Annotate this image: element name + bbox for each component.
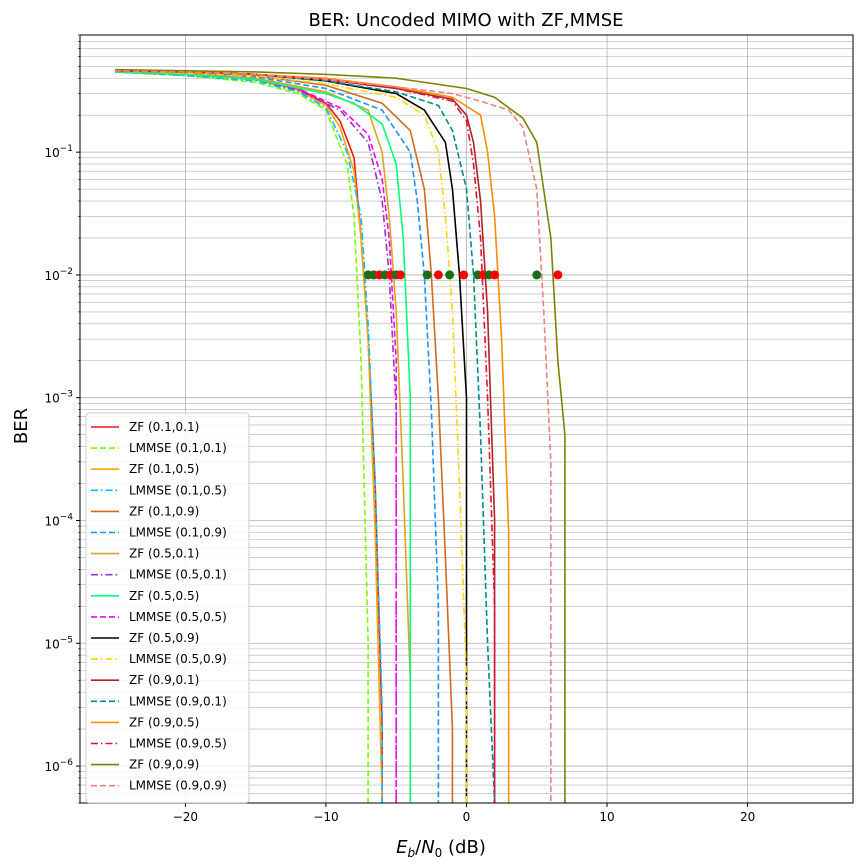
series-line-16: [115, 68, 566, 803]
x-tick-label: −10: [313, 810, 338, 824]
legend-label: LMMSE (0.5,0.5): [129, 610, 227, 624]
x-tick-label: 10: [599, 810, 614, 824]
legend-label: ZF (0.1,0.5): [129, 462, 199, 476]
legend-label: ZF (0.9,0.9): [129, 758, 199, 772]
legend-label: LMMSE (0.9,0.5): [129, 737, 227, 751]
series-line-8: [115, 71, 398, 803]
legend-label: ZF (0.1,0.9): [129, 504, 199, 518]
legend-label: ZF (0.5,0.1): [129, 547, 199, 561]
y-axis-label: BER: [11, 408, 32, 444]
series-line-9: [115, 71, 412, 803]
threshold-marker: [395, 270, 405, 280]
legend-label: LMMSE (0.1,0.9): [129, 526, 227, 540]
series-line-15: [115, 69, 496, 803]
legend-label: ZF (0.9,0.1): [129, 673, 199, 687]
threshold-marker: [553, 270, 563, 280]
series-line-5: [115, 69, 440, 803]
legend-label: LMMSE (0.1,0.5): [129, 483, 227, 497]
legend-label: ZF (0.5,0.5): [129, 589, 199, 603]
threshold-markers: [363, 270, 563, 280]
threshold-marker: [532, 270, 542, 280]
legend-label: ZF (0.1,0.1): [129, 420, 199, 434]
threshold-marker: [459, 270, 469, 280]
x-axis-label: Eb/N0 (dB): [396, 837, 486, 860]
threshold-marker: [422, 270, 432, 280]
threshold-marker: [445, 270, 455, 280]
legend-box: [85, 412, 250, 804]
series-lines: [115, 68, 566, 804]
threshold-marker: [433, 270, 443, 280]
legend-label: LMMSE (0.5,0.1): [129, 568, 227, 582]
legend-label: LMMSE (0.9,0.1): [129, 694, 227, 708]
axis-ticks: −20 −10 0 10 20 10−6 10−5 10−4 10−3 10−2 10−1: [44, 34, 755, 824]
series-line-17: [115, 69, 552, 803]
legend-label: ZF (0.5,0.9): [129, 631, 199, 645]
chart-title: BER: Uncoded MIMO with ZF,MMSE: [308, 10, 623, 31]
y-tick-label: 10−2: [44, 267, 73, 283]
legend-label: LMMSE (0.5,0.9): [129, 652, 227, 666]
series-line-6: [115, 69, 412, 803]
x-tick-label: 0: [463, 810, 471, 824]
y-tick-label: 10−4: [44, 512, 73, 528]
y-tick-label: 10−1: [44, 144, 73, 160]
series-line-3: [115, 71, 383, 803]
series-line-4: [115, 69, 454, 803]
legend-label: LMMSE (0.1,0.1): [129, 441, 227, 455]
y-tick-label: 10−5: [44, 635, 73, 651]
series-line-1: [115, 71, 369, 803]
legend-label: ZF (0.9,0.5): [129, 715, 199, 729]
legend-label: LMMSE (0.9,0.9): [129, 779, 227, 793]
legend: ZF (0.1,0.1) LMMSE (0.1,0.1) ZF (0.1,0.5) L…: [85, 412, 250, 804]
x-tick-label: −20: [173, 810, 198, 824]
x-tick-label: 20: [740, 810, 755, 824]
y-tick-label: 10−3: [44, 390, 73, 406]
y-tick-label: 10−6: [44, 758, 73, 774]
series-line-11: [115, 69, 468, 803]
threshold-marker: [490, 270, 500, 280]
